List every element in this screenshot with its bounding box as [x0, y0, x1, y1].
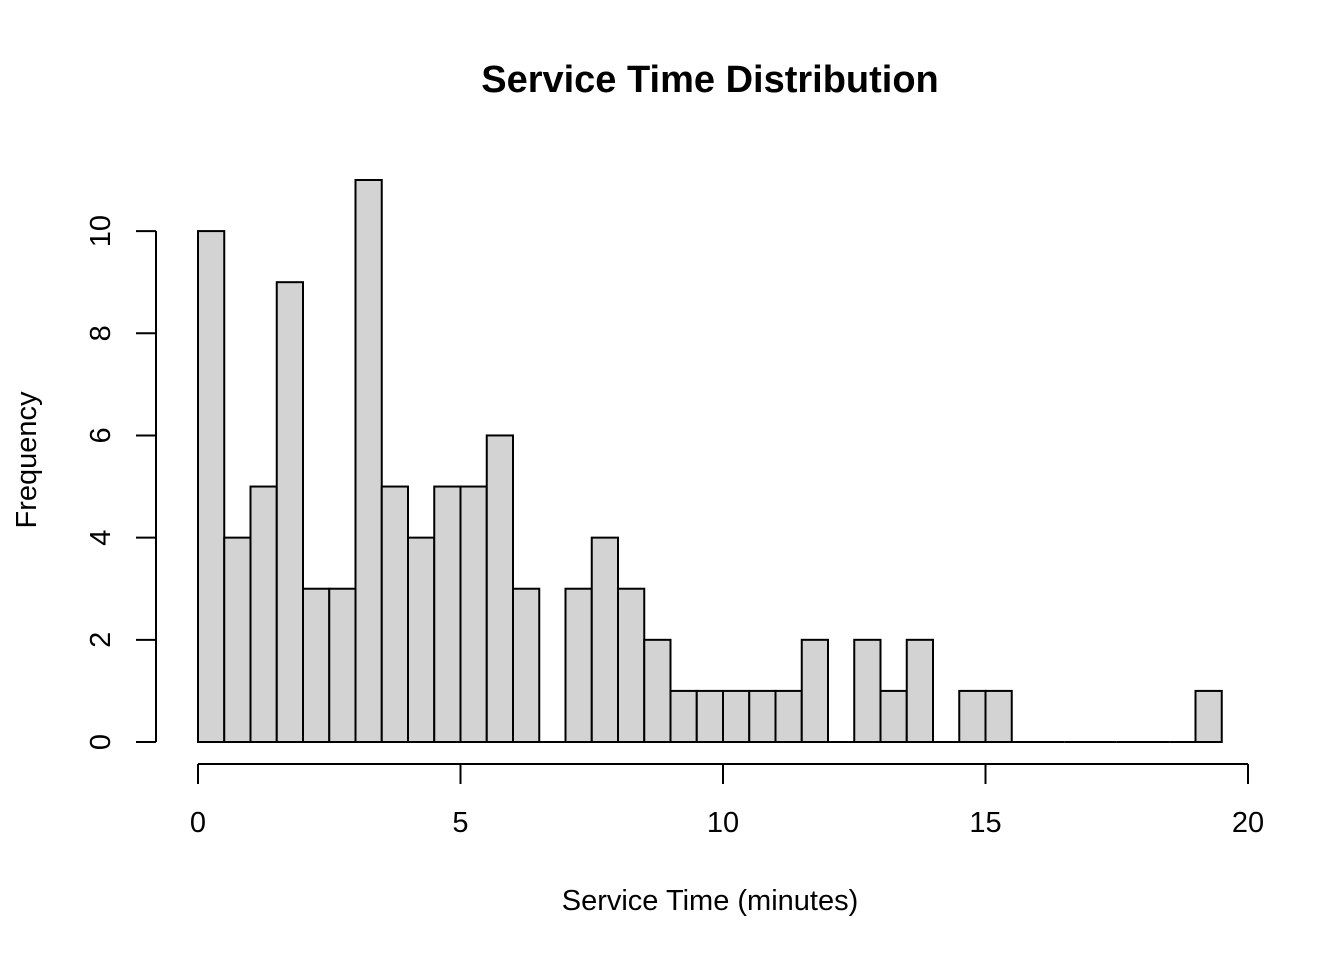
- histogram-bar: [407, 536, 436, 743]
- y-tick-label: 8: [85, 325, 117, 341]
- histogram-bar: [748, 689, 777, 744]
- histogram-bar: [485, 434, 514, 743]
- x-tick-label: 15: [969, 807, 1001, 839]
- y-axis-label: Frequency: [11, 391, 43, 529]
- histogram-bar: [1194, 689, 1223, 744]
- histogram-bar: [800, 638, 829, 743]
- histogram-bar: [958, 689, 987, 744]
- y-tick-label: 0: [85, 734, 117, 750]
- histogram-bar: [905, 638, 934, 743]
- histogram-bar: [302, 587, 331, 744]
- chart-title: Service Time Distribution: [481, 59, 939, 101]
- histogram-bar: [879, 689, 908, 744]
- x-tick-label: 20: [1232, 807, 1264, 839]
- y-tick-label: 10: [85, 215, 117, 247]
- histogram-bar: [354, 179, 383, 743]
- bars-group: [197, 179, 1223, 744]
- histogram-bar: [564, 587, 593, 744]
- y-tick-label: 6: [85, 427, 117, 443]
- histogram-bar: [617, 587, 646, 744]
- y-tick-label: 2: [85, 632, 117, 648]
- y-axis: 0 2 4 6 8 10: [85, 215, 157, 750]
- histogram-bar: [512, 587, 541, 744]
- histogram-bar: [223, 536, 252, 743]
- histogram-bar: [197, 230, 226, 743]
- histogram-bar: [590, 536, 619, 743]
- histogram-bar: [643, 638, 672, 743]
- x-axis-label: Service Time (minutes): [562, 885, 859, 917]
- histogram-bar: [984, 689, 1013, 744]
- histogram-bar: [774, 689, 803, 744]
- x-tick-label: 5: [452, 807, 468, 839]
- histogram-bar: [669, 689, 698, 744]
- y-tick-label: 4: [85, 530, 117, 546]
- histogram-bar: [275, 281, 304, 743]
- histogram-bar: [328, 587, 357, 744]
- x-tick-label: 0: [190, 807, 206, 839]
- histogram-bar: [722, 689, 751, 744]
- histogram-bar: [853, 638, 882, 743]
- histogram-bar: [433, 485, 462, 743]
- histogram-bar: [695, 689, 724, 744]
- histogram-bar: [249, 485, 278, 743]
- x-axis: 0 5 10 15 20: [190, 763, 1264, 839]
- histogram-bar: [459, 485, 488, 743]
- histogram-bar: [380, 485, 409, 743]
- x-tick-label: 10: [707, 807, 739, 839]
